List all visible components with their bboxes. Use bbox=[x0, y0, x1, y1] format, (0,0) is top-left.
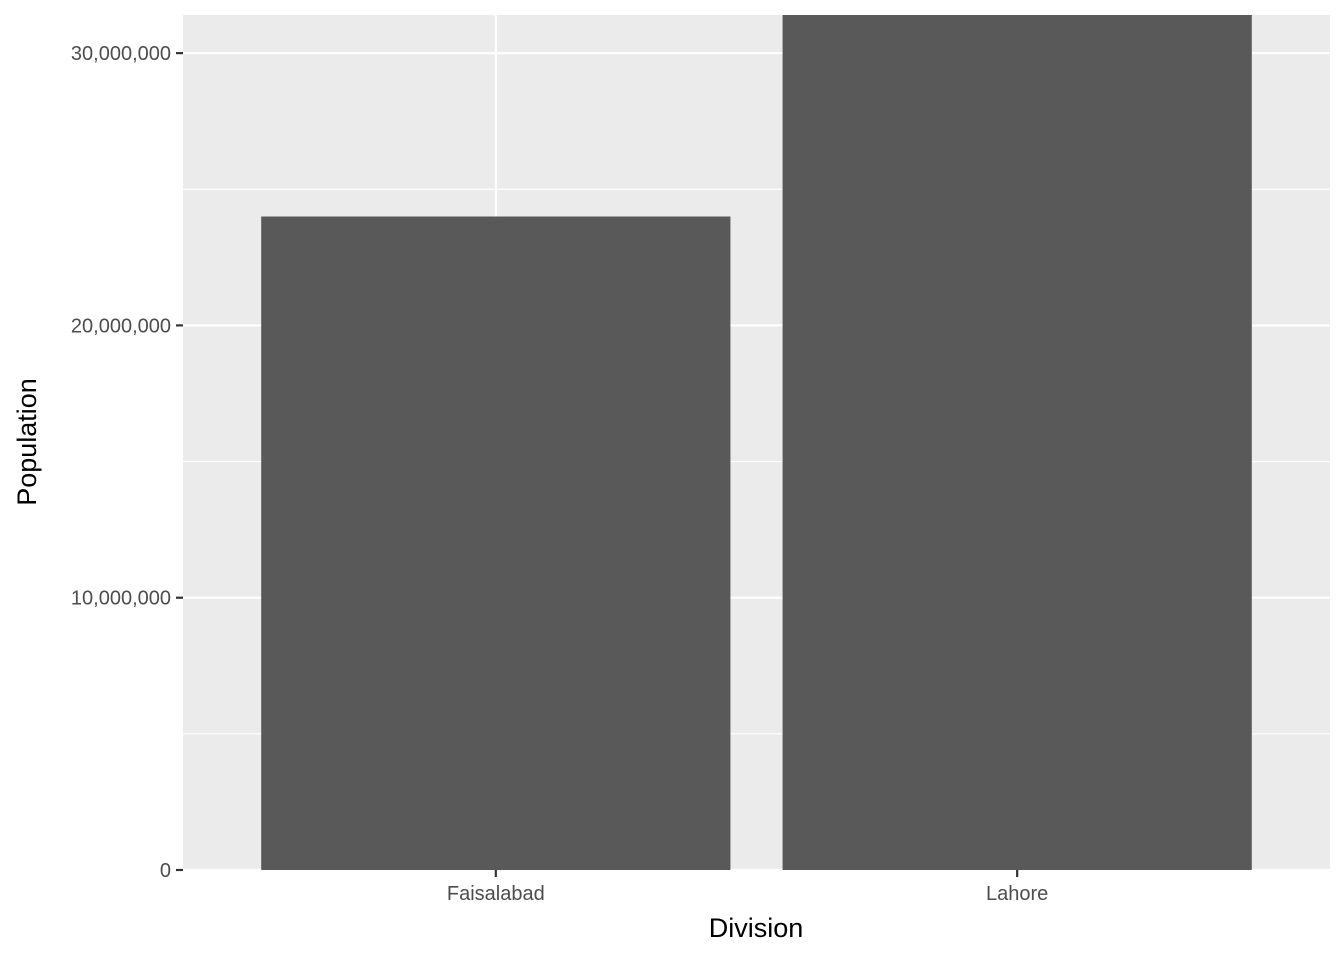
x-axis: Faisalabad Lahore bbox=[447, 870, 1048, 905]
bar-lahore bbox=[782, 15, 1252, 870]
y-tick-label: 10,000,000 bbox=[71, 588, 171, 610]
y-axis-title: Population bbox=[12, 378, 42, 506]
y-tick-label: 30,000,000 bbox=[71, 43, 171, 65]
y-axis: 0 10,000,000 20,000,000 30,000,000 bbox=[71, 43, 183, 882]
x-tick-label: Lahore bbox=[986, 883, 1048, 905]
y-tick-label: 0 bbox=[160, 860, 171, 882]
bar-faisalabad bbox=[261, 216, 731, 870]
x-tick-label: Faisalabad bbox=[447, 883, 545, 905]
bars bbox=[261, 15, 1252, 870]
x-axis-title: Division bbox=[709, 913, 804, 943]
y-tick-label: 20,000,000 bbox=[71, 315, 171, 337]
